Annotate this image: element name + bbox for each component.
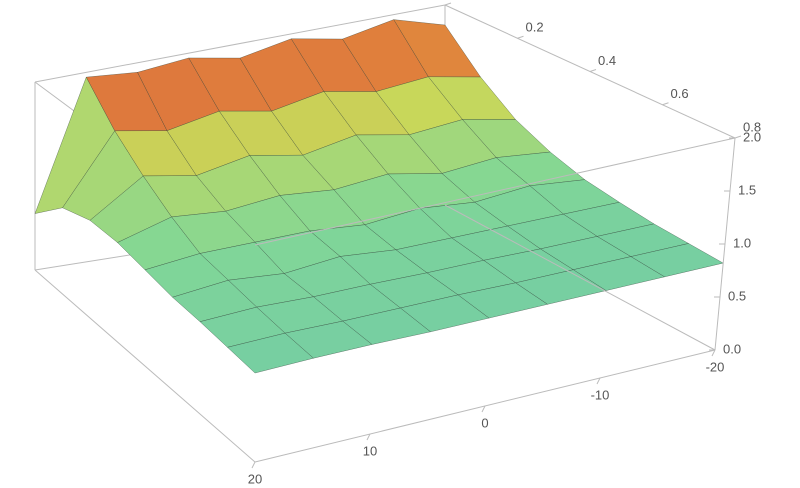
y-tick-label: 0.0	[453, 0, 471, 1]
x-tick	[251, 461, 256, 469]
box-edge	[444, 204, 716, 351]
x-tick	[481, 405, 486, 413]
y-tick	[517, 35, 524, 39]
z-tick-label: 1.5	[738, 182, 756, 197]
x-tick-label: -20	[706, 359, 725, 374]
y-tick-label: 0.6	[671, 86, 689, 101]
box-edge	[254, 137, 736, 246]
y-tick	[662, 102, 669, 106]
y-tick-label: 0.4	[598, 53, 616, 68]
x-tick	[711, 349, 716, 357]
z-tick-label: 2.0	[743, 129, 761, 144]
z-tick-label: 1.0	[733, 235, 751, 250]
x-tick	[366, 433, 371, 441]
tick-labels: 20 10 0 -10 -20 0.0 0.2 0.4 0.6 0.8 0.0 0.5 1.0 1.5 2.…	[248, 0, 761, 486]
x-tick-label: 10	[363, 443, 377, 458]
y-tick-label: 0.8	[743, 119, 761, 134]
y-tick	[444, 2, 452, 6]
z-tick-label: 0.0	[723, 341, 741, 356]
x-tick-label: 20	[248, 471, 262, 486]
x-tick-label: -10	[591, 387, 610, 402]
z-tick-label: 0.5	[728, 288, 746, 303]
x-tick-label: 0	[481, 415, 488, 430]
surface	[34, 19, 724, 374]
x-tick	[596, 377, 601, 385]
axes-box-front	[251, 2, 742, 469]
y-tick-label: 0.2	[526, 20, 544, 35]
y-tick	[734, 135, 742, 139]
box-edge	[34, 269, 256, 463]
box-edge	[34, 4, 446, 83]
y-tick	[589, 69, 597, 72]
